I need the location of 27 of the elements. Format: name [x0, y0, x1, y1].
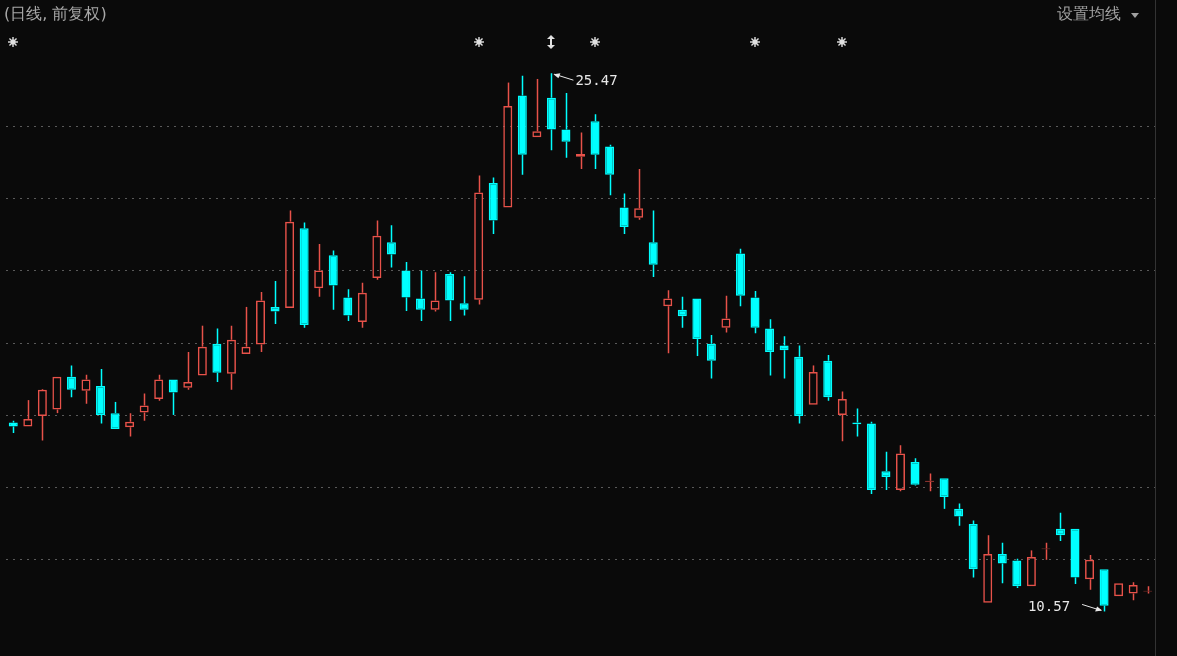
candlestick	[619, 192, 629, 235]
candlestick	[328, 249, 338, 311]
annotation: 10.57	[1027, 598, 1071, 615]
candlestick	[96, 368, 106, 425]
candlestick	[66, 364, 76, 398]
candlestick	[997, 542, 1007, 585]
candlestick	[401, 261, 411, 312]
candlestick	[794, 344, 804, 425]
text: 设置均线	[1057, 4, 1121, 25]
annotation: 25.47	[575, 71, 618, 88]
candlestick	[648, 209, 658, 278]
candlestick	[779, 335, 789, 380]
candlestick	[416, 269, 426, 322]
candlestick	[765, 318, 775, 377]
candlestick	[677, 296, 687, 329]
candlestick	[881, 451, 891, 491]
candlestick	[706, 334, 716, 380]
candlestick	[445, 271, 455, 322]
chart-subtitle: (日线, 前复权)	[4, 4, 107, 25]
candlestick	[386, 224, 396, 269]
candlestick	[590, 113, 600, 170]
candlestick	[605, 143, 615, 197]
candlestick	[488, 176, 498, 235]
candlestick	[270, 280, 280, 325]
candlestick	[212, 327, 222, 383]
candlestick	[517, 74, 527, 176]
candlestick	[1055, 512, 1065, 542]
